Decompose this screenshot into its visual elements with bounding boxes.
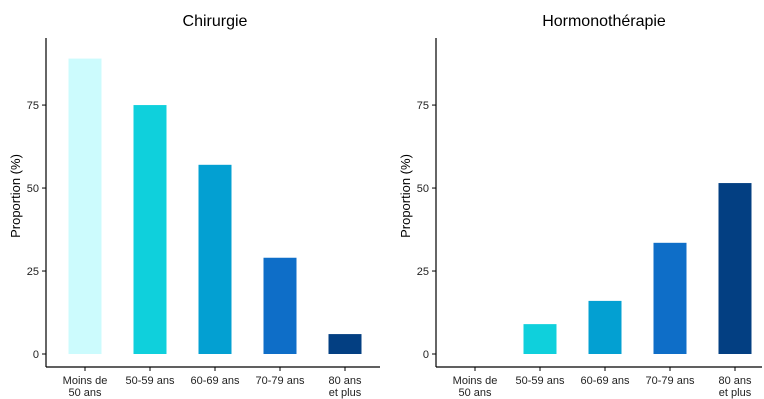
- x-tick-label-line: 80 ans: [718, 375, 752, 387]
- x-tick-label: 80 ans et plus: [718, 375, 752, 399]
- chart-title: Chirurgie: [183, 13, 248, 30]
- bar: [133, 105, 167, 354]
- x-tick-label-line: Moins de: [63, 375, 108, 387]
- x-tick-label-line: 70-79 ans: [256, 375, 305, 387]
- x-tick-label: 70-79 ans: [256, 375, 305, 387]
- chart-title: Hormonothérapie: [542, 13, 666, 30]
- x-tick-label: 80 ans et plus: [328, 375, 362, 399]
- x-tick-label-line: 50 ans: [68, 387, 102, 399]
- x-tick-label: 50-59 ans: [516, 375, 565, 387]
- bar: [718, 183, 752, 354]
- y-tick-label: 0: [423, 349, 429, 361]
- x-tick-label-line: 50-59 ans: [126, 375, 175, 387]
- y-axis-title: Proportion (%): [398, 154, 413, 238]
- x-tick-label-line: 80 ans: [328, 375, 362, 387]
- bar: [653, 242, 687, 354]
- y-axis-title: Proportion (%): [8, 154, 23, 238]
- y-tick-label: 75: [417, 100, 429, 112]
- y-tick-label: 75: [27, 100, 39, 112]
- x-tick-label-line: Moins de: [453, 375, 498, 387]
- x-tick-label-line: et plus: [329, 387, 362, 399]
- x-tick-label: 60-69 ans: [191, 375, 240, 387]
- y-tick-label: 25: [27, 266, 39, 278]
- bar: [68, 58, 102, 355]
- y-tick-label: 50: [417, 183, 429, 195]
- bar: [328, 334, 362, 354]
- x-tick-label-line: 60-69 ans: [581, 375, 630, 387]
- x-tick-label-line: 50-59 ans: [516, 375, 565, 387]
- x-tick-label: Moins de 50 ans: [453, 375, 498, 399]
- bar: [588, 300, 622, 354]
- x-tick-label-line: et plus: [719, 387, 752, 399]
- x-tick-label-line: 60-69 ans: [191, 375, 240, 387]
- bar: [523, 324, 557, 354]
- bar: [263, 257, 297, 354]
- x-tick-label: 70-79 ans: [646, 375, 695, 387]
- x-tick-label-line: 50 ans: [458, 387, 492, 399]
- y-tick-label: 0: [33, 349, 39, 361]
- bar: [198, 164, 232, 354]
- y-tick-label: 50: [27, 183, 39, 195]
- x-tick-label-line: 70-79 ans: [646, 375, 695, 387]
- x-tick-label: 60-69 ans: [581, 375, 630, 387]
- x-tick-label: Moins de 50 ans: [63, 375, 108, 399]
- x-tick-label: 50-59 ans: [126, 375, 175, 387]
- y-tick-label: 25: [417, 266, 429, 278]
